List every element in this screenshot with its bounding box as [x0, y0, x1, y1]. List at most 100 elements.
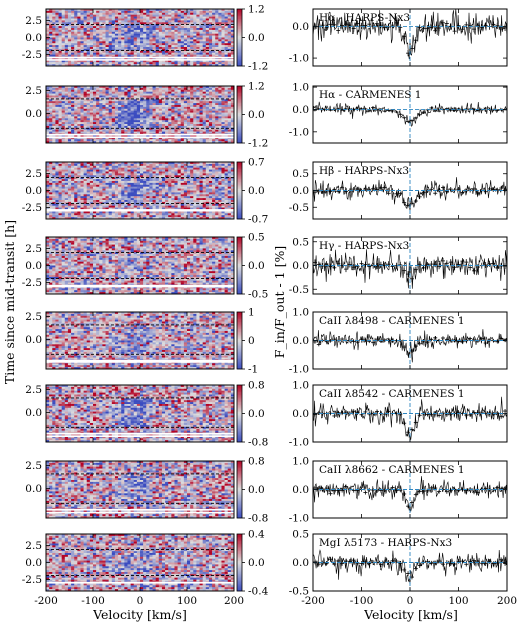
- heatmap-cell: [102, 192, 106, 195]
- heatmap-cell: [199, 162, 203, 165]
- heatmap-cell: [174, 39, 178, 42]
- heatmap-cell: [230, 101, 235, 104]
- heatmap-cell: [83, 124, 88, 127]
- heatmap-cell: [190, 29, 194, 33]
- heatmap-cell: [190, 181, 194, 184]
- heatmap-cell: [183, 31, 188, 34]
- heatmap-cell: [136, 87, 141, 91]
- heatmap-cell: [177, 114, 182, 117]
- heatmap-cell: [55, 184, 59, 187]
- heatmap-cell: [89, 91, 94, 94]
- heatmap-cell: [187, 22, 191, 25]
- heatmap-cell: [190, 188, 194, 191]
- heatmap-cell: [77, 122, 81, 125]
- heatmap-cell: [86, 200, 91, 203]
- right-y-axis-title: F_in/F_out - 1 [%]: [272, 246, 287, 358]
- heatmap-cell: [49, 171, 53, 174]
- heatmap-cell: [199, 18, 203, 21]
- heatmap-cell: [52, 118, 56, 121]
- heatmap-cell: [183, 169, 188, 172]
- heatmap-cell: [102, 45, 106, 48]
- heatmap-cell: [111, 137, 116, 140]
- heatmap-cell: [127, 86, 131, 89]
- colorbar-step: [237, 124, 242, 127]
- heatmap-cell: [121, 101, 125, 104]
- heatmap-cell: [124, 129, 128, 132]
- missing-exposure-gap: [46, 59, 234, 61]
- heatmap-cell: [180, 22, 185, 25]
- heatmap-cell: [52, 22, 56, 25]
- heatmap-cell: [155, 137, 160, 140]
- heatmap-cell: [180, 33, 185, 36]
- heatmap-cell: [208, 194, 213, 197]
- heatmap-cell: [171, 10, 175, 14]
- heatmap-cell: [221, 47, 225, 50]
- heatmap-cell: [118, 108, 122, 111]
- heatmap-cell: [89, 16, 94, 19]
- heatmap-cell: [96, 50, 100, 53]
- heatmap-cell: [152, 182, 156, 186]
- heatmap-cell: [212, 186, 216, 189]
- heatmap-cell: [187, 167, 191, 170]
- heatmap-cell: [208, 198, 213, 201]
- heatmap-cell: [58, 97, 62, 100]
- heatmap-cell: [83, 14, 88, 17]
- heatmap-cell: [111, 12, 116, 15]
- colorbar-step: [237, 50, 242, 53]
- heatmap-cell: [212, 105, 216, 108]
- heatmap-cell: [165, 198, 169, 201]
- heatmap-cell: [46, 47, 50, 50]
- heatmap-cell: [108, 127, 113, 130]
- heatmap-cell: [187, 165, 191, 168]
- heatmap-cell: [230, 12, 235, 15]
- heatmap-cell: [215, 45, 219, 48]
- heatmap-cell: [212, 28, 216, 31]
- heatmap-cell: [174, 10, 178, 14]
- heatmap-cell: [105, 37, 109, 40]
- heatmap-cell: [121, 141, 125, 144]
- heatmap-cell: [89, 45, 94, 48]
- heatmap-cell: [143, 112, 147, 115]
- heatmap-cell: [146, 141, 150, 144]
- heatmap-cell: [161, 64, 166, 67]
- heatmap-cell: [61, 54, 66, 57]
- heatmap-cell: [190, 175, 194, 178]
- heatmap-cell: [218, 91, 222, 94]
- heatmap-cell: [83, 114, 88, 117]
- heatmap-cell: [114, 12, 119, 15]
- heatmap-cell: [99, 129, 103, 132]
- heatmap-cell: [80, 165, 84, 168]
- heatmap-cell: [114, 112, 119, 115]
- heatmap-cell: [118, 162, 122, 165]
- heatmap-cell: [212, 16, 216, 19]
- heatmap-cell: [177, 62, 182, 65]
- heatmap-cell: [93, 101, 97, 104]
- right-x-axis-title: Velocity [km/s]: [363, 607, 458, 622]
- heatmap-cell: [152, 186, 156, 189]
- heatmap-cell: [218, 129, 222, 132]
- heatmap-cell: [168, 50, 172, 53]
- heatmap-cell: [230, 163, 235, 167]
- heatmap-cell: [58, 125, 62, 129]
- heatmap-cell: [124, 124, 128, 127]
- heatmap-cell: [161, 89, 166, 92]
- heatmap-cell: [99, 175, 103, 178]
- heatmap-cell: [193, 10, 197, 14]
- heatmap-cell: [152, 45, 156, 48]
- heatmap-cell: [177, 86, 182, 89]
- heatmap-cell: [74, 28, 78, 31]
- heatmap-cell: [161, 95, 166, 98]
- heatmap-cell: [58, 177, 62, 180]
- heatmap-cell: [105, 175, 109, 178]
- heatmap-cell: [89, 114, 94, 117]
- heatmap-cell: [152, 9, 156, 12]
- heatmap-cell: [52, 169, 56, 172]
- heatmap-cell: [133, 22, 138, 25]
- heatmap-cell: [230, 105, 235, 108]
- heatmap-cell: [89, 93, 94, 96]
- heatmap-cell: [165, 47, 169, 50]
- heatmap-cell: [205, 37, 210, 40]
- heatmap-cell: [174, 9, 178, 12]
- heatmap-cell: [58, 106, 62, 110]
- heatmap-cell: [161, 173, 166, 176]
